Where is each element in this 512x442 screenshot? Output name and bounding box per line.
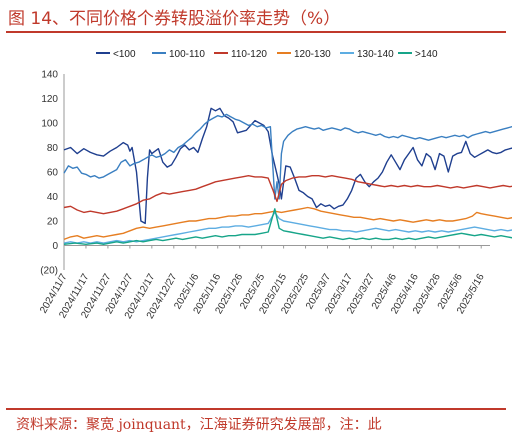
y-tick-label: 0 [52, 241, 58, 252]
series-line [63, 208, 512, 245]
y-tick-label: 40 [47, 192, 59, 203]
series-line [63, 206, 512, 241]
y-axis: (20) 0 20 40 60 80 100 120 140 [40, 70, 65, 277]
legend-label: >140 [415, 49, 438, 60]
legend-label: 120-130 [294, 49, 331, 60]
y-tick-label: 20 [47, 217, 59, 228]
source-note: 资料来源：聚宽 joinquant，江海证券研究发展部，注：此 [16, 417, 382, 433]
y-tick-label: 140 [41, 70, 58, 81]
y-tick-label: 100 [41, 119, 58, 130]
chart-legend: <100 100-110 110-120 120-130 130-140 >140 [96, 49, 438, 60]
y-tick-label: 60 [47, 168, 59, 179]
legend-label: 100-110 [169, 49, 205, 60]
series-line [63, 107, 512, 225]
source-rule [6, 408, 506, 410]
y-tick-label: (20) [40, 266, 58, 277]
legend-label: <100 [113, 49, 136, 60]
plot-area [63, 107, 512, 245]
x-axis: 2024/11/72024/11/172024/11/272024/12/720… [38, 245, 490, 321]
y-tick-label: 120 [41, 94, 58, 105]
legend-label: 110-120 [231, 49, 267, 60]
series-line [63, 113, 512, 200]
y-tick-label: 80 [47, 143, 59, 154]
legend-label: 130-140 [357, 49, 394, 60]
figure-title: 图 14、不同价格个券转股溢价率走势（%） [8, 9, 341, 29]
title-rule [6, 31, 506, 33]
series-line [63, 175, 512, 215]
line-chart: <100 100-110 110-120 120-130 130-140 >140 (20… [38, 49, 512, 321]
series-line [63, 211, 512, 244]
